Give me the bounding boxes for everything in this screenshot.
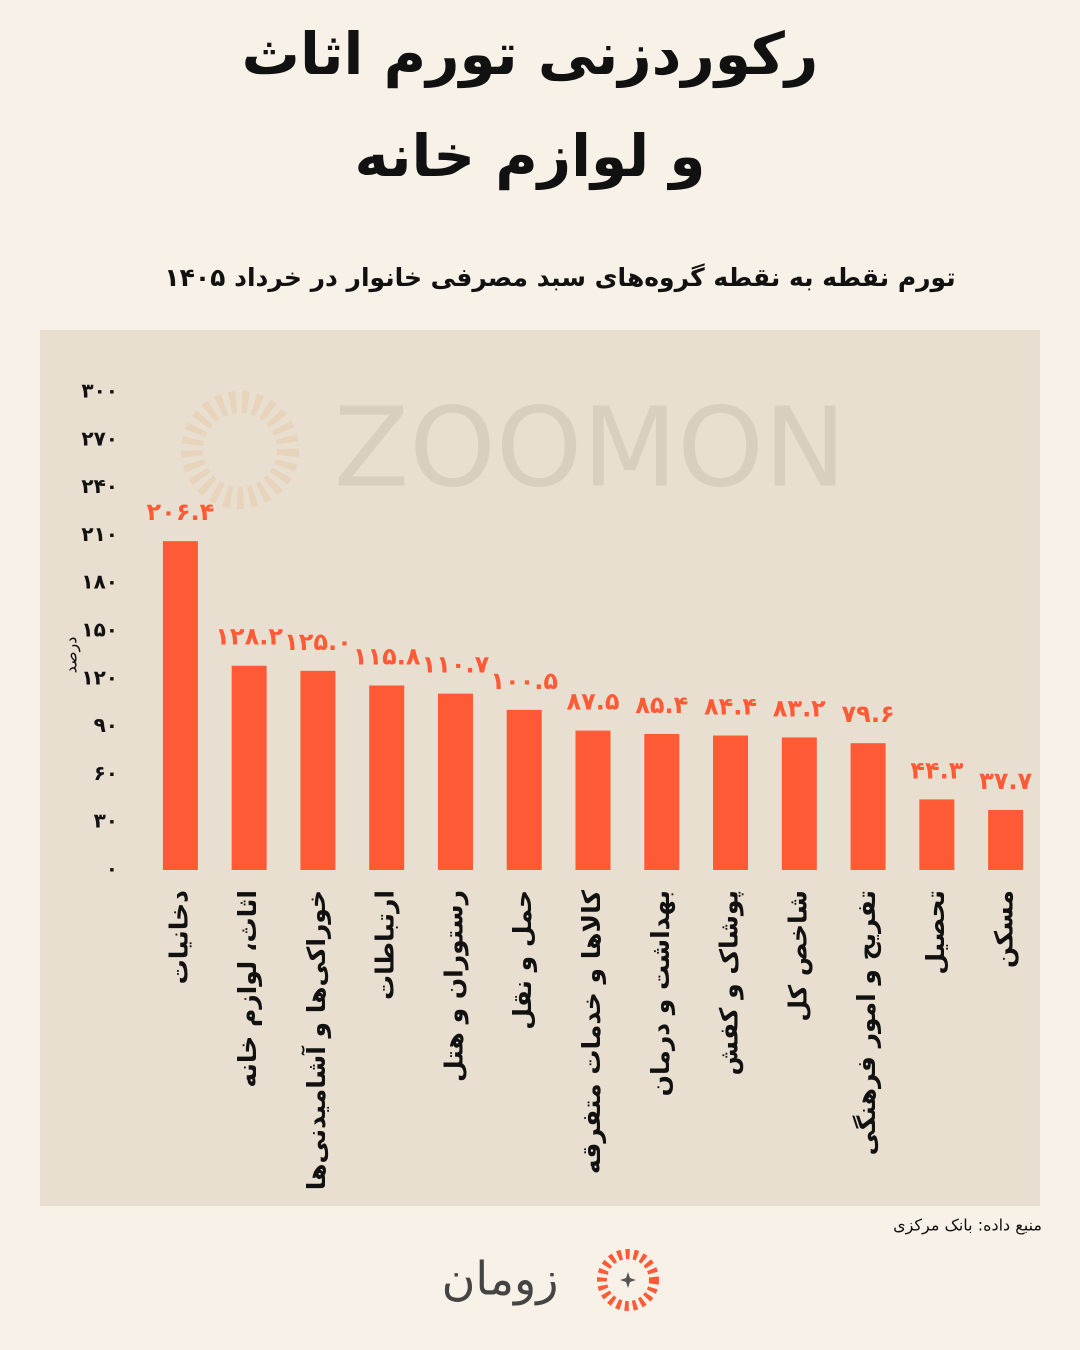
x-tick-label: تحصیل [921, 890, 950, 975]
value-label: ۱۰۰.۵ [490, 667, 558, 695]
x-tick-label: ارتباطات [371, 890, 400, 1000]
watermark-ring [181, 391, 299, 509]
bar [162, 541, 198, 870]
x-tick-label: بهداشت و درمان [646, 890, 676, 1096]
y-tick-label: ۲۴۰ [81, 474, 118, 498]
chart-title: رکوردزنی تورم اثاث [242, 20, 819, 89]
value-label: ۱۲۵.۰ [284, 628, 352, 656]
bar [231, 665, 267, 870]
y-tick-label: ۰ [106, 857, 118, 881]
value-label: ۲۰۶.۴ [147, 498, 215, 526]
y-tick-label: ۶۰ [94, 761, 118, 785]
value-label: ۸۳.۲ [773, 694, 826, 722]
bar [850, 743, 886, 870]
x-tick-label: شاخص کل [783, 890, 812, 1022]
bar [713, 735, 749, 870]
bar [575, 730, 611, 870]
y-axis-label: درصد [62, 637, 82, 674]
y-tick-label: ۱۲۰ [81, 665, 118, 689]
chart-title: و لوازم خانه [355, 122, 706, 191]
y-tick-label: ۲۱۰ [81, 522, 118, 546]
value-label: ۱۲۸.۲ [215, 623, 283, 651]
x-tick-label: دخانیات [164, 890, 193, 985]
bar [437, 693, 473, 870]
bar [781, 737, 817, 870]
logo-star [620, 1272, 636, 1288]
value-label: ۸۵.۴ [635, 691, 688, 719]
y-tick-label: ۹۰ [94, 713, 118, 737]
y-tick-label: ۱۸۰ [81, 570, 118, 594]
x-tick-label: اثاث، لوازم خانه [233, 890, 263, 1088]
watermark-icon [181, 391, 299, 509]
y-tick-label: ۳۰ [94, 809, 118, 833]
x-tick-label: رستوران و هتل [439, 890, 469, 1082]
logo-ring [597, 1249, 659, 1311]
bar [644, 733, 680, 870]
bar [300, 670, 336, 870]
logo-text: زومان [442, 1252, 559, 1307]
logo-icon [597, 1249, 659, 1311]
x-tick-label: حمل و نقل [508, 890, 538, 1030]
x-tick-label: مسکن [990, 890, 1020, 968]
bar [919, 799, 955, 870]
value-label: ۴۴.۳ [910, 756, 963, 784]
y-tick-label: ۳۰۰ [81, 379, 118, 403]
x-tick-label: پوشاک و کفش [715, 890, 745, 1075]
y-tick-label: ۲۷۰ [81, 426, 118, 450]
value-label: ۳۷.۷ [979, 767, 1032, 795]
bar [988, 809, 1024, 870]
x-tick-label: تفریح و امور فرهنگی [852, 890, 882, 1155]
value-label: ۷۹.۶ [842, 700, 895, 728]
x-tick-label: خوراکی‌ها و آشامیدنی‌ها [301, 890, 332, 1190]
bar [506, 709, 542, 870]
chart-subtitle: تورم نقطه به نقطه گروه‌های سبد مصرفی خان… [164, 263, 955, 293]
value-label: ۸۴.۴ [704, 693, 757, 721]
x-tick-label: کالاها و خدمات متفرقه [577, 890, 607, 1175]
value-label: ۱۱۵.۸ [353, 642, 421, 670]
y-tick-label: ۱۵۰ [81, 618, 118, 642]
source-note: منبع داده: بانک مرکزی [893, 1216, 1042, 1236]
bar [369, 685, 405, 870]
value-label: ۸۷.۵ [566, 688, 619, 716]
watermark: ZOOMON [334, 383, 846, 511]
value-label: ۱۱۰.۷ [422, 651, 490, 679]
